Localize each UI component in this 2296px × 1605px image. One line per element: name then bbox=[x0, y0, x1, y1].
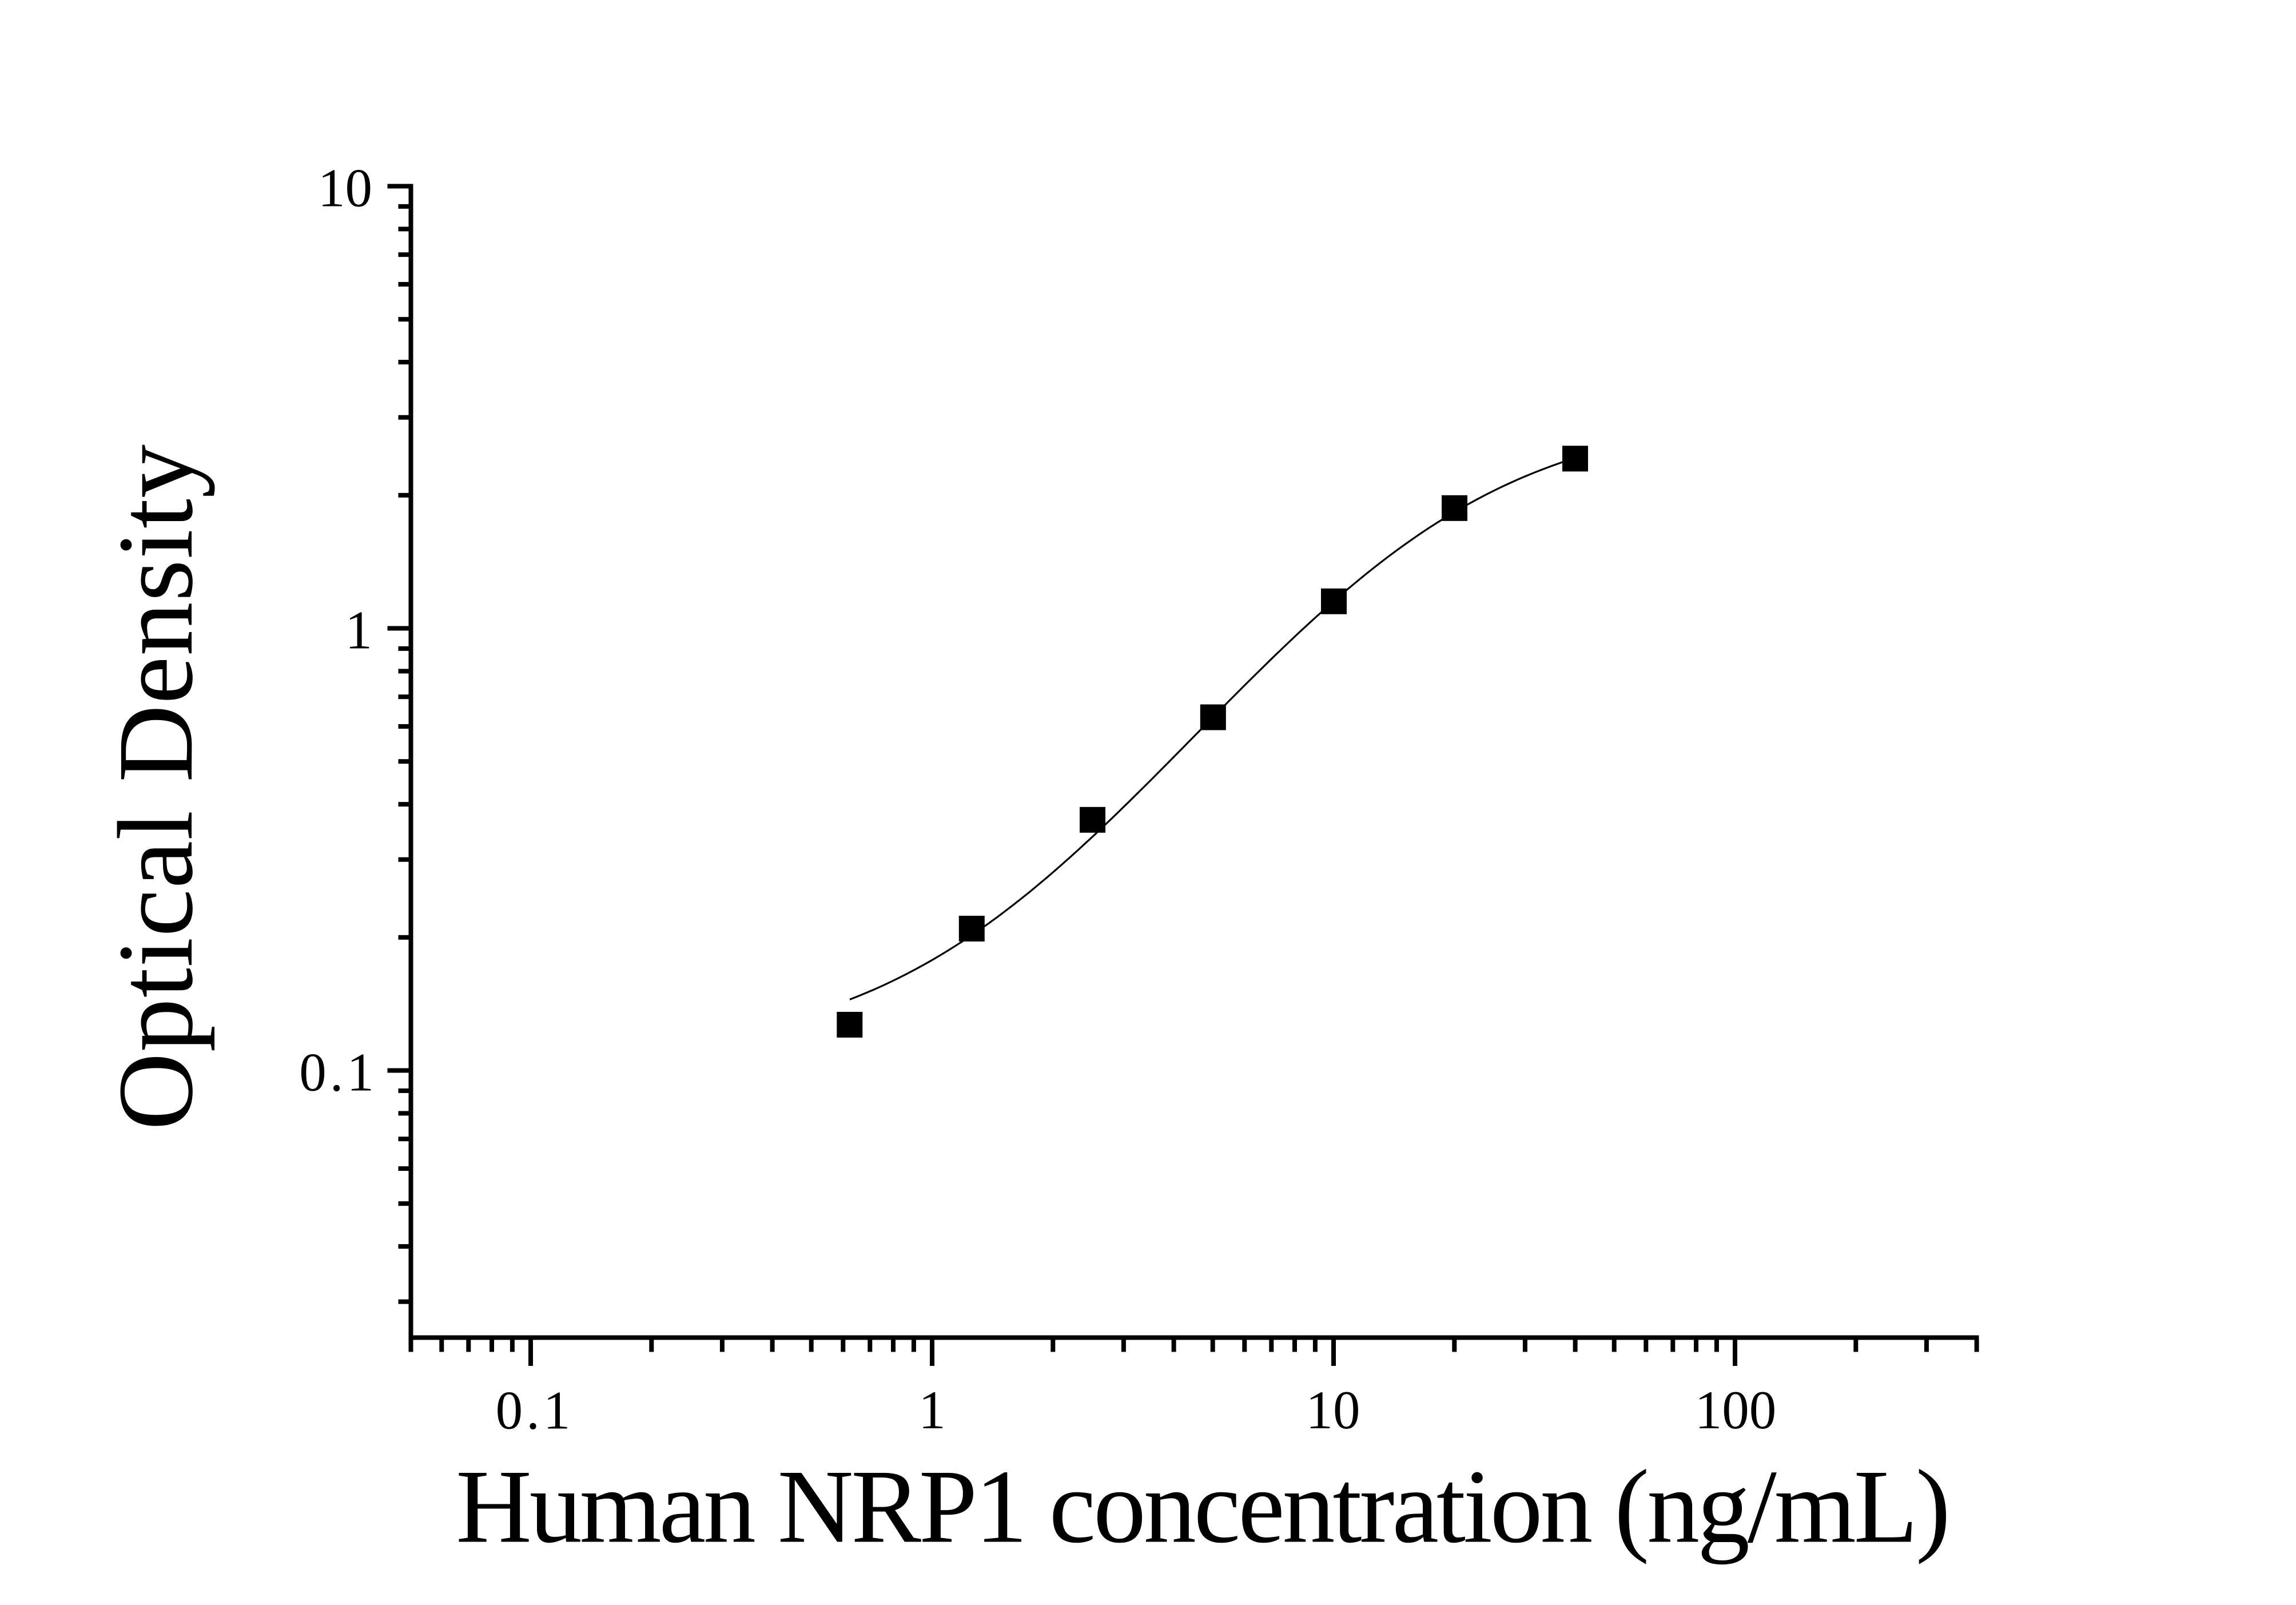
svg-text:Optical Density: Optical Density bbox=[95, 444, 215, 1130]
svg-text:10: 10 bbox=[1306, 1380, 1360, 1440]
svg-text:0.1: 0.1 bbox=[496, 1380, 574, 1441]
svg-text:1: 1 bbox=[918, 1380, 946, 1440]
svg-text:0.1: 0.1 bbox=[299, 1042, 377, 1103]
svg-text:1: 1 bbox=[345, 600, 373, 661]
svg-text:10: 10 bbox=[318, 158, 372, 218]
svg-text:100: 100 bbox=[1695, 1380, 1777, 1440]
svg-text:Human NRP1 concentration (ng/m: Human NRP1 concentration (ng/mL) bbox=[456, 1448, 1948, 1565]
